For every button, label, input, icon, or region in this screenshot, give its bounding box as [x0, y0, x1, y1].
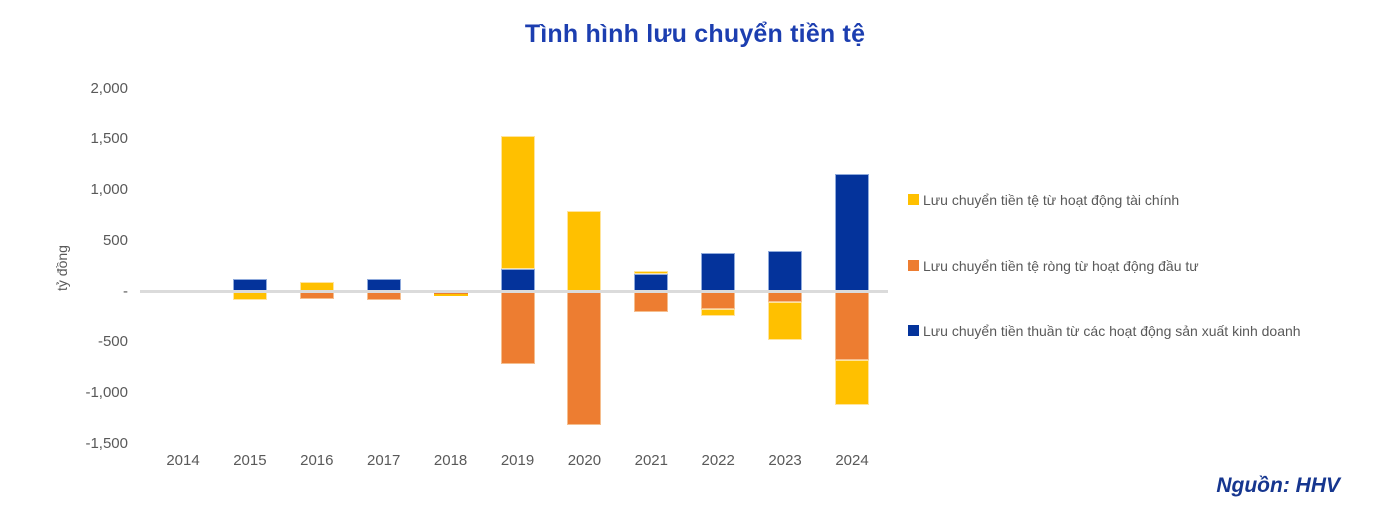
bar-2022-yellow [701, 308, 736, 316]
bar-2019-blue [500, 268, 535, 292]
legend-item-financing: Lưu chuyển tiền tệ từ hoạt động tài chín… [908, 190, 1368, 212]
bar-2021-orange [634, 291, 669, 312]
bar-2024-yellow [835, 360, 869, 406]
bar-2019-yellow [500, 135, 535, 269]
legend-label-investing: Lưu chuyển tiền tệ ròng từ hoạt động đầu… [923, 257, 1199, 274]
y-tick-500: 500 [102, 231, 128, 249]
x-tick-2023: 2023 [768, 452, 802, 469]
x-tick-2015: 2015 [233, 452, 267, 469]
x-tick-2014: 2014 [166, 452, 200, 469]
x-tick-2024: 2024 [835, 452, 869, 469]
bar-2020-orange [567, 291, 602, 426]
bar-2018-orange [433, 293, 468, 295]
bar-2020-yellow [567, 211, 602, 292]
bar-2023-orange [768, 291, 803, 302]
bar-2021-blue [634, 274, 669, 292]
x-tick-2021: 2021 [634, 452, 668, 469]
y-tick-2000: 2,000 [90, 79, 128, 97]
y-tick--1500: -1,500 [85, 434, 128, 452]
y-tick-1500: 1,500 [90, 130, 128, 148]
legend-item-investing: Lưu chuyển tiền tệ ròng từ hoạt động đầu… [908, 256, 1368, 278]
x-tick-2019: 2019 [500, 452, 535, 469]
legend-swatch-orange-icon [908, 259, 919, 271]
zero-axis-line [140, 290, 888, 293]
bar-2023-yellow [768, 301, 803, 341]
x-tick-2022: 2022 [701, 452, 735, 469]
y-tick--500: -500 [97, 333, 128, 351]
chart-title: Tình hình lưu chuyển tiền tệ [524, 20, 866, 48]
legend-swatch-yellow-icon [908, 194, 919, 205]
x-tick-2018: 2018 [433, 452, 468, 469]
bar-2019-orange [500, 291, 535, 364]
bar-2018-yellow [433, 294, 468, 297]
bar-2024-orange [835, 291, 869, 361]
legend-label-financing: Lưu chuyển tiền tệ từ hoạt động tài chín… [923, 192, 1180, 208]
legend-item-operating: Lưu chuyển tiền thuần từ các hoạt động s… [908, 321, 1368, 343]
bar-2024-blue [835, 173, 869, 292]
bar-2021-yellow [634, 271, 669, 275]
source-note: Nguồn: HHV [1216, 474, 1340, 497]
x-tick-2020: 2020 [567, 452, 602, 469]
x-tick-2017: 2017 [367, 452, 401, 469]
bar-2023-blue [768, 250, 803, 292]
y-tick-1000: 1,000 [90, 181, 128, 199]
x-tick-2016: 2016 [300, 452, 334, 469]
legend-swatch-blue-icon [908, 325, 919, 337]
bar-2022-orange [701, 291, 736, 309]
y-tick--1000: -1,000 [85, 383, 128, 401]
legend-label-operating: Lưu chuyển tiền thuần từ các hoạt động s… [923, 323, 1301, 340]
y-tick-0: - [123, 282, 128, 300]
bar-2022-blue [701, 253, 736, 292]
legend: Lưu chuyển tiền tệ từ hoạt động tài chín… [908, 190, 1368, 387]
